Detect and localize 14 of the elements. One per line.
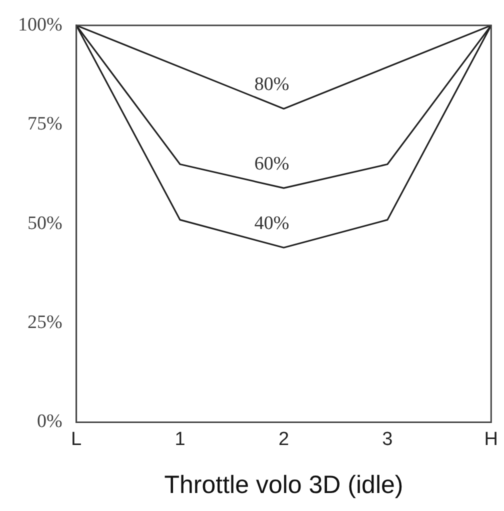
y-tick-label: 50% — [28, 212, 62, 234]
x-tick-label: 2 — [278, 428, 290, 450]
series-label: 60% — [254, 154, 290, 175]
x-tick-label: 3 — [382, 428, 393, 450]
y-tick-label: 0% — [37, 411, 62, 432]
y-tick-label: 25% — [28, 312, 62, 333]
x-tick-label: 1 — [174, 428, 186, 450]
x-axis-title: Throttle volo 3D (idle) — [164, 470, 404, 499]
x-tick-label: H — [484, 428, 498, 450]
x-tick-label: L — [71, 428, 82, 450]
y-tick-label: 100% — [18, 14, 62, 36]
series-label: 40% — [254, 213, 290, 234]
y-tick-label: 75% — [28, 114, 62, 135]
series-label: 80% — [254, 74, 290, 96]
